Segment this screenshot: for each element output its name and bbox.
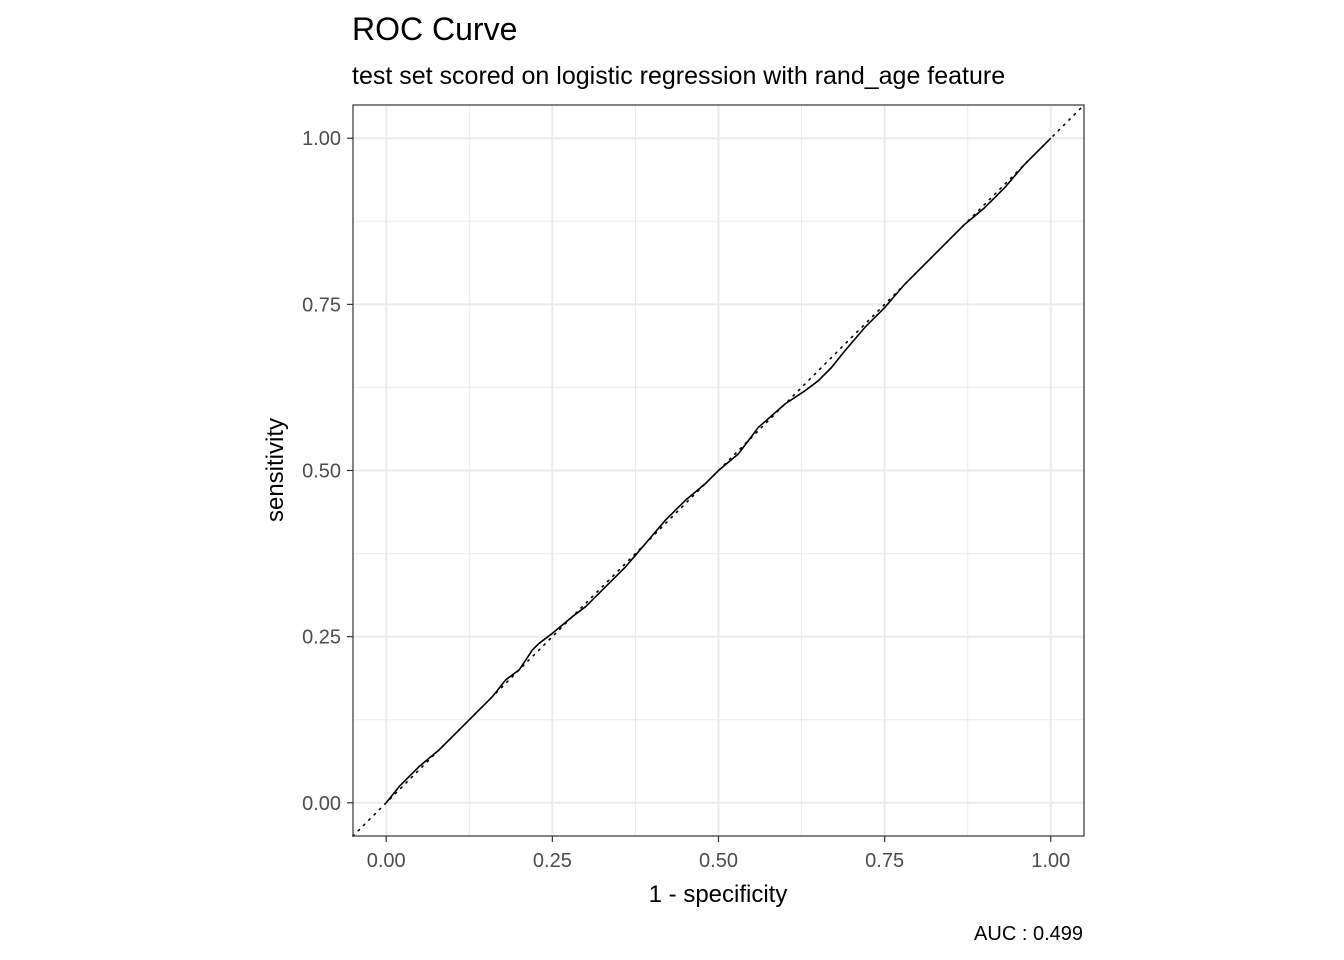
y-tick-label: 1.00 [302, 128, 341, 150]
auc-caption: AUC : 0.499 [974, 923, 1083, 945]
major-gridlines [353, 105, 1084, 836]
chart-title: ROC Curve [352, 11, 517, 47]
axis-ticks: 0.00 0.25 0.50 0.75 1.00 0.00 0.25 0.50 0.75 1.00 [302, 128, 1070, 872]
y-tick-label: 0.50 [302, 461, 341, 483]
y-axis-label: sensitivity [262, 418, 289, 522]
x-tick-label: 0.25 [533, 850, 572, 872]
x-axis-label: 1 - specificity [649, 881, 788, 908]
chart-subtitle: test set scored on logistic regression w… [352, 62, 1005, 90]
y-tick-label: 0.25 [302, 627, 341, 649]
roc-series [385, 137, 1052, 804]
x-tick-label: 0.75 [865, 850, 904, 872]
roc-curve-line [385, 137, 1052, 804]
y-tick-label: 0.75 [302, 294, 341, 316]
x-tick-label: 0.00 [367, 850, 406, 872]
x-tick-label: 1.00 [1031, 850, 1070, 872]
y-tick-label: 0.00 [302, 793, 341, 815]
x-tick-label: 0.50 [699, 850, 738, 872]
